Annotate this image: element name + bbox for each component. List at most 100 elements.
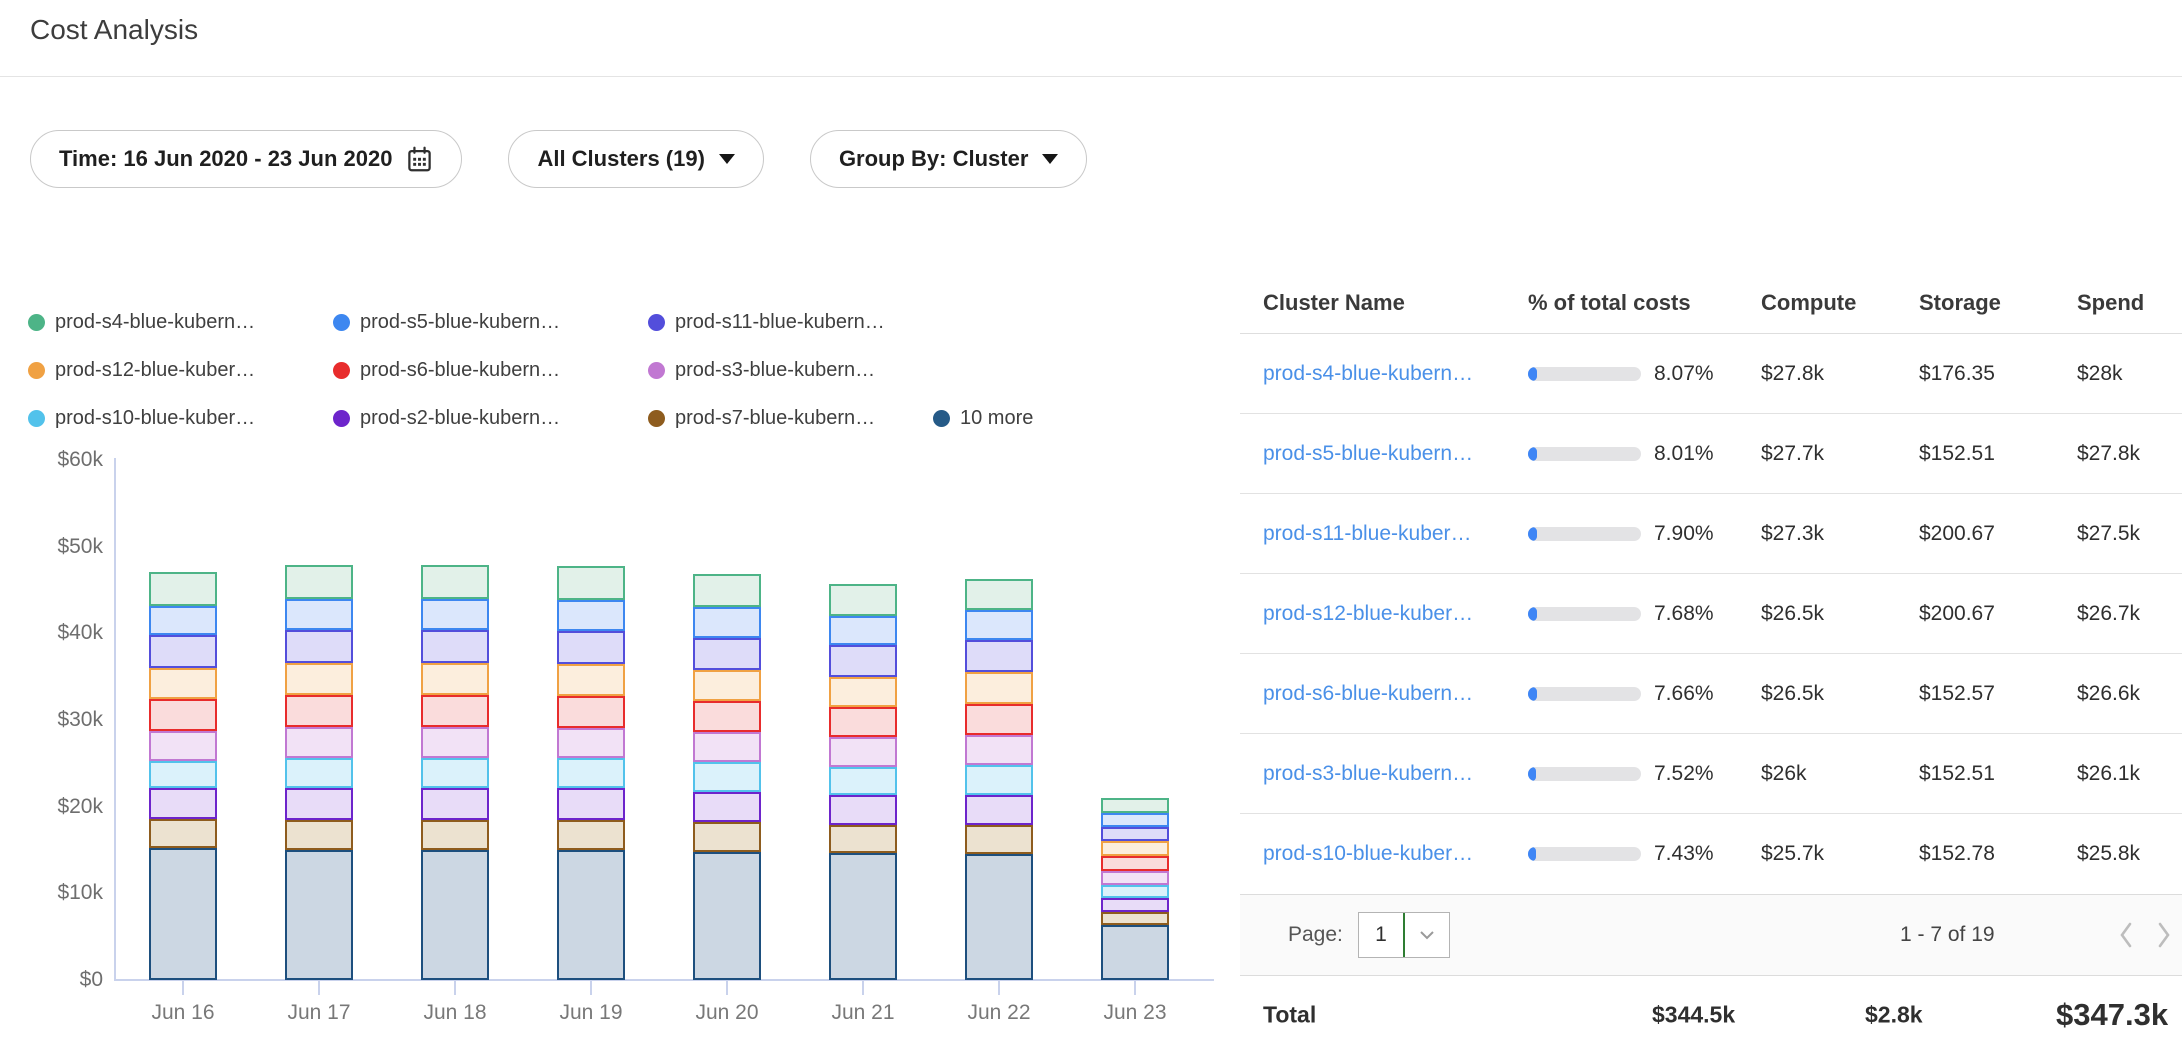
- x-axis-tick: [726, 981, 728, 995]
- legend-item-label: prod-s10-blue-kuber…: [55, 407, 255, 430]
- y-axis-tick-label: $0: [25, 966, 103, 994]
- bar-segment: [421, 599, 489, 630]
- bar-segment: [149, 731, 217, 760]
- percent-of-total-cell: 8.01%: [1528, 442, 1761, 466]
- page-select-value: 1: [1359, 923, 1403, 947]
- spend-value: $25.8k: [2077, 842, 2182, 866]
- storage-value: $200.67: [1919, 522, 2077, 546]
- bar-segment: [965, 795, 1033, 825]
- legend-item[interactable]: prod-s11-blue-kubern…: [648, 311, 933, 334]
- bar-segment: [965, 579, 1033, 610]
- y-axis-tick-label: $60k: [25, 446, 103, 474]
- percent-of-total-cell: 7.66%: [1528, 682, 1761, 706]
- bar-segment: [557, 566, 625, 600]
- bar-segment: [829, 677, 897, 707]
- compute-value: $27.7k: [1761, 442, 1919, 466]
- bar-segment: [1101, 925, 1169, 980]
- storage-value: $176.35: [1919, 362, 2077, 386]
- legend-item[interactable]: prod-s7-blue-kubern…: [648, 407, 933, 430]
- legend-row: prod-s12-blue-kuber… prod-s6-blue-kubern……: [28, 346, 1033, 394]
- bar-segment: [1101, 885, 1169, 898]
- legend-item[interactable]: prod-s10-blue-kuber…: [28, 407, 333, 430]
- legend-color-dot: [648, 362, 665, 379]
- legend-row: prod-s4-blue-kubern… prod-s5-blue-kubern……: [28, 298, 1033, 346]
- legend-color-dot: [648, 410, 665, 427]
- bar-segment: [285, 663, 353, 695]
- spend-value: $28k: [2077, 362, 2182, 386]
- clusters-filter-dropdown[interactable]: All Clusters (19): [508, 130, 764, 188]
- bar-segment: [557, 696, 625, 728]
- legend-item[interactable]: 10 more: [933, 407, 1033, 430]
- cluster-name-link[interactable]: prod-s11-blue-kuber…: [1263, 522, 1528, 546]
- previous-page-button[interactable]: [2118, 921, 2134, 949]
- bar-segment: [557, 788, 625, 819]
- calendar-icon: [406, 146, 433, 173]
- x-axis-tick-label: Jun 23: [1075, 1001, 1195, 1025]
- page-title: Cost Analysis: [30, 14, 198, 46]
- percent-value: 8.07%: [1654, 362, 1714, 386]
- bar-segment: [829, 767, 897, 796]
- bar-segment: [149, 788, 217, 818]
- bar-segment: [285, 695, 353, 727]
- cluster-cost-table: Cluster Name % of total costs Compute St…: [1240, 272, 2182, 1052]
- bar-segment: [149, 606, 217, 635]
- cluster-name-link[interactable]: prod-s12-blue-kuber…: [1263, 602, 1528, 626]
- storage-value: $152.78: [1919, 842, 2077, 866]
- spend-value: $26.1k: [2077, 762, 2182, 786]
- cluster-name-link[interactable]: prod-s6-blue-kubern…: [1263, 682, 1528, 706]
- cluster-name-link[interactable]: prod-s4-blue-kubern…: [1263, 362, 1528, 386]
- legend-item-label: prod-s12-blue-kuber…: [55, 359, 255, 382]
- bar-segment: [1101, 912, 1169, 925]
- legend-item-label: prod-s5-blue-kubern…: [360, 311, 560, 334]
- x-axis-tick-label: Jun 19: [531, 1001, 651, 1025]
- bar-segment: [829, 737, 897, 766]
- legend-item[interactable]: prod-s3-blue-kubern…: [648, 359, 933, 382]
- cost-analysis-page: Cost Analysis Time: 16 Jun 2020 - 23 Jun…: [0, 0, 2182, 1052]
- x-axis-tick: [1134, 981, 1136, 995]
- legend-item[interactable]: prod-s4-blue-kubern…: [28, 311, 333, 334]
- legend-item[interactable]: prod-s12-blue-kuber…: [28, 359, 333, 382]
- percent-of-total-cell: 7.43%: [1528, 842, 1761, 866]
- percent-bar-track: [1528, 447, 1641, 461]
- compute-value: $27.3k: [1761, 522, 1919, 546]
- percent-bar-fill: [1528, 447, 1537, 461]
- compute-value: $26.5k: [1761, 602, 1919, 626]
- bar-segment: [693, 852, 761, 980]
- percent-value: 7.90%: [1654, 522, 1714, 546]
- bar-segment: [829, 853, 897, 980]
- legend-item[interactable]: prod-s6-blue-kubern…: [333, 359, 648, 382]
- legend-item[interactable]: prod-s2-blue-kubern…: [333, 407, 648, 430]
- group-by-dropdown[interactable]: Group By: Cluster: [810, 130, 1087, 188]
- percent-bar-fill: [1528, 847, 1536, 861]
- page-select[interactable]: 1: [1358, 912, 1450, 958]
- legend-item[interactable]: prod-s5-blue-kubern…: [333, 311, 648, 334]
- storage-value: $152.51: [1919, 762, 2077, 786]
- bar-segment: [285, 727, 353, 758]
- bar-segment: [421, 565, 489, 599]
- bar-segment: [693, 670, 761, 701]
- next-page-button[interactable]: [2156, 921, 2172, 949]
- cluster-name-link[interactable]: prod-s3-blue-kubern…: [1263, 762, 1528, 786]
- table-header-row: Cluster Name % of total costs Compute St…: [1240, 272, 2182, 334]
- bar-segment: [965, 735, 1033, 765]
- bar-segment: [693, 762, 761, 791]
- table-row: prod-s10-blue-kuber…7.43%$25.7k$152.78$2…: [1240, 814, 2182, 894]
- compute-value: $27.8k: [1761, 362, 1919, 386]
- table-total-row: Total $344.5k $2.8k $347.3k: [1240, 976, 2182, 1052]
- x-axis-tick-label: Jun 17: [259, 1001, 379, 1025]
- percent-of-total-cell: 7.90%: [1528, 522, 1761, 546]
- bar-segment: [965, 610, 1033, 640]
- cluster-name-link[interactable]: prod-s10-blue-kuber…: [1263, 842, 1528, 866]
- bar-segment: [693, 822, 761, 851]
- bar-segment: [557, 728, 625, 758]
- compute-value: $26k: [1761, 762, 1919, 786]
- time-range-filter-button[interactable]: Time: 16 Jun 2020 - 23 Jun 2020: [30, 130, 462, 188]
- percent-bar-track: [1528, 527, 1641, 541]
- filter-bar: Time: 16 Jun 2020 - 23 Jun 2020 All Clus…: [30, 130, 1087, 188]
- bar-segment: [693, 792, 761, 822]
- column-header-compute: Compute: [1761, 290, 1919, 316]
- cluster-name-link[interactable]: prod-s5-blue-kubern…: [1263, 442, 1528, 466]
- pagination-range: 1 - 7 of 19: [1900, 923, 1995, 947]
- stacked-cost-bar-chart: $0$10k$20k$30k$40k$50k$60kJun 16Jun 17Ju…: [25, 445, 1220, 1045]
- bar-segment: [285, 565, 353, 599]
